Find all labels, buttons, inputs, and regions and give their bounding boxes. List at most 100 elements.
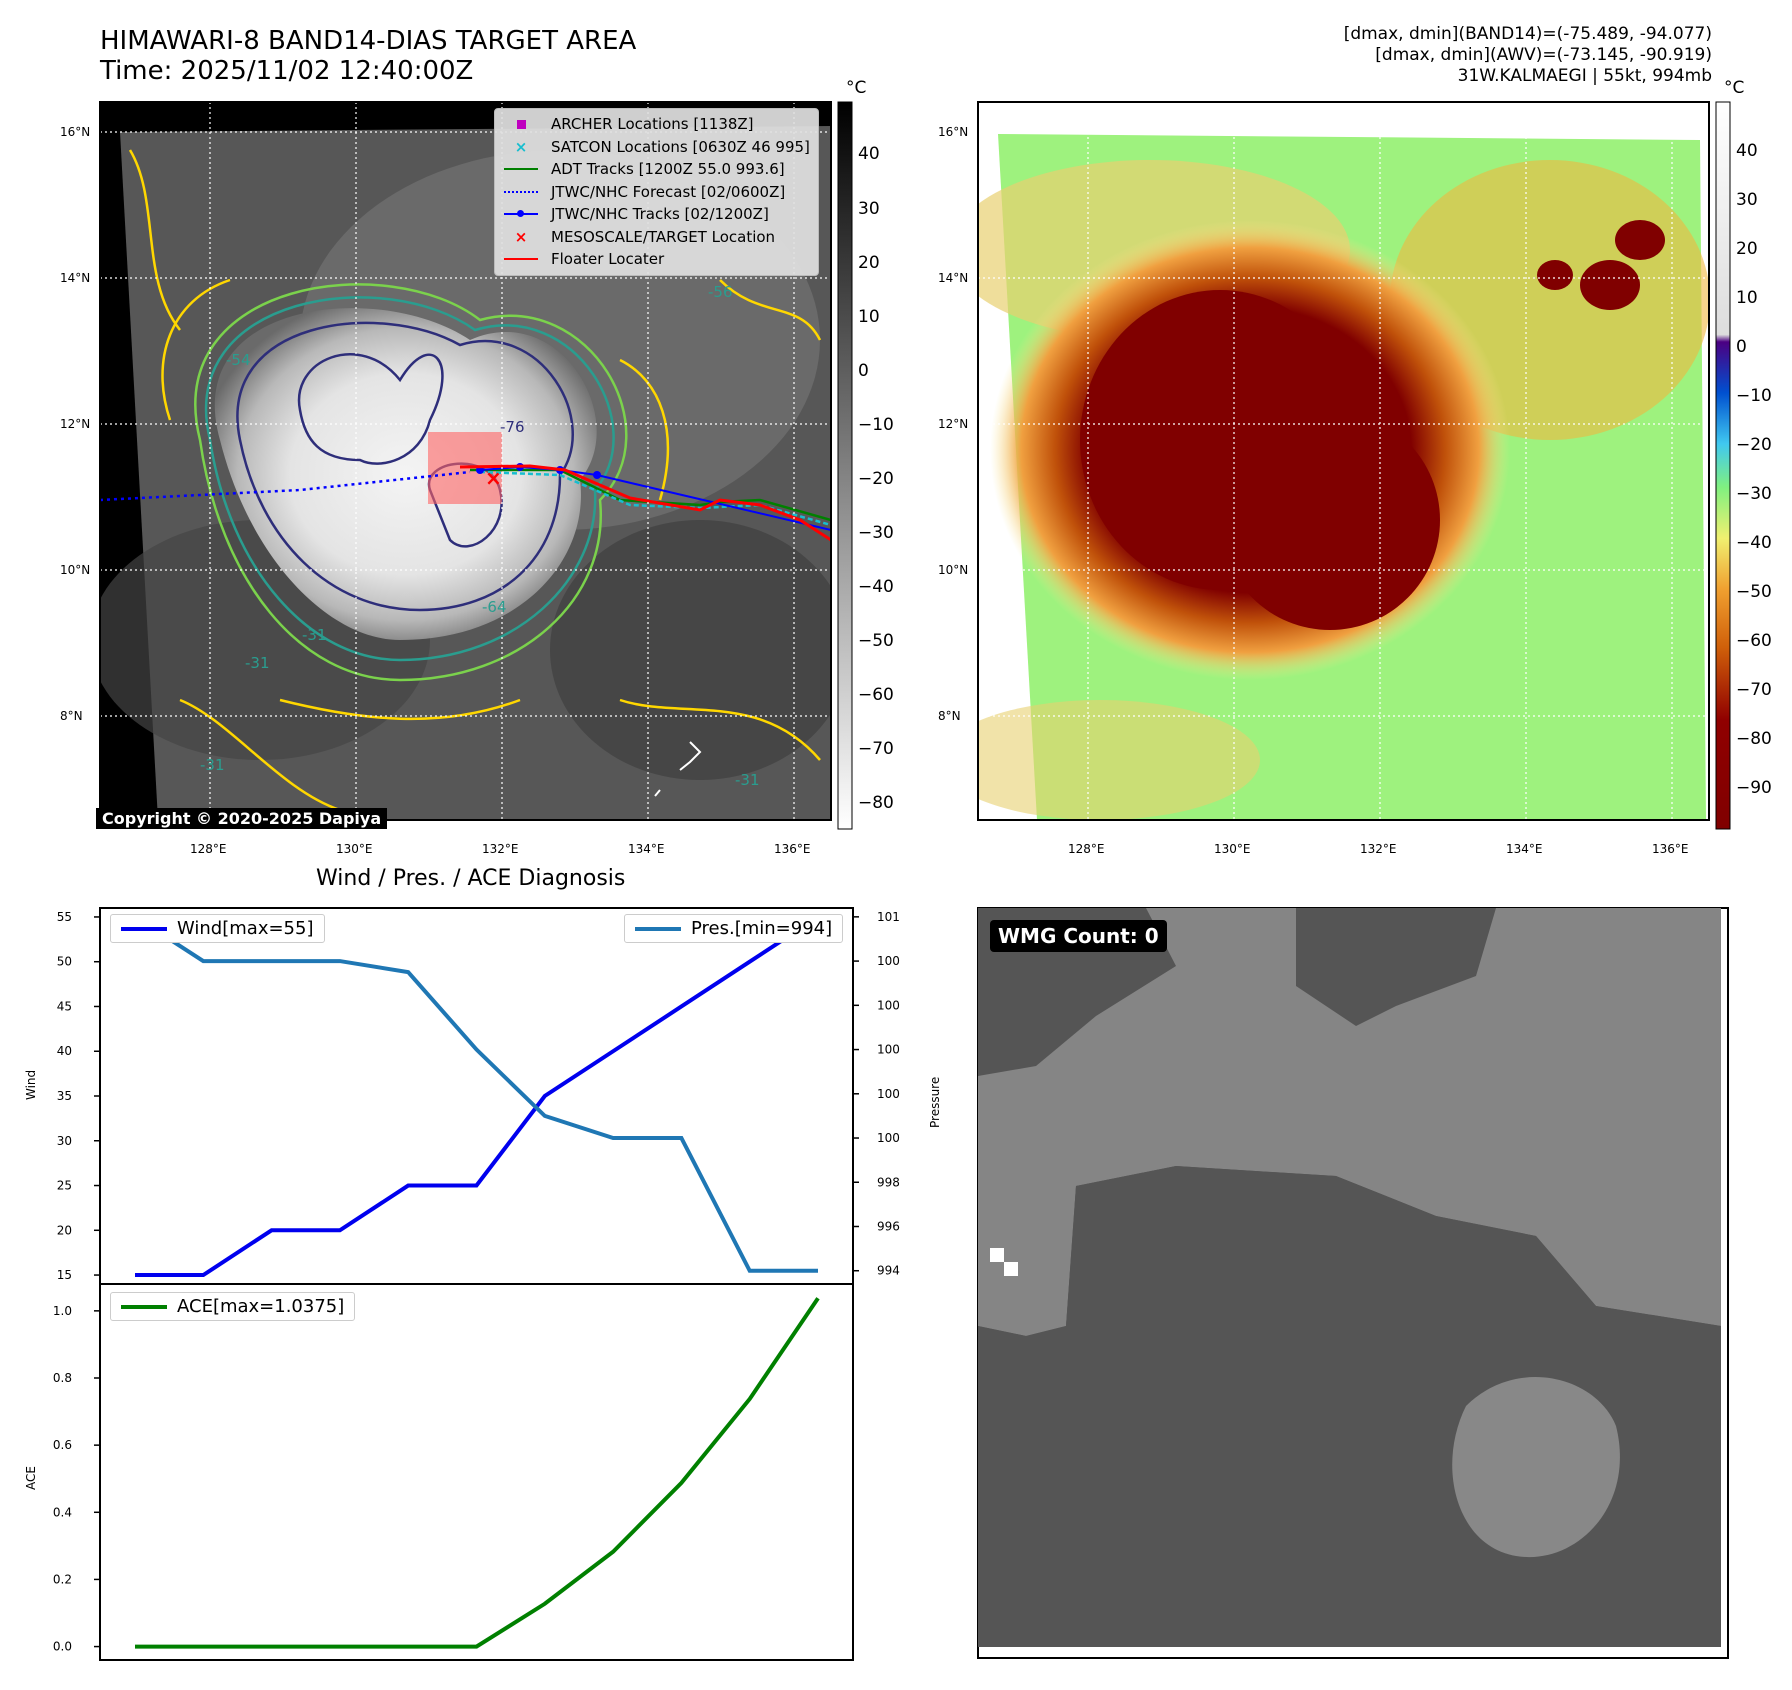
copyright-label: Copyright © 2020-2025 Dapiya — [96, 808, 388, 829]
ace-legend: ACE[max=1.0375] — [110, 1292, 356, 1321]
colorbar-tick: −80 — [858, 793, 894, 813]
contour-label: -64 — [482, 598, 507, 616]
legend-label: JTWC/NHC Forecast [02/0600Z] — [551, 182, 786, 201]
ace-axis-label: ACE — [24, 1466, 38, 1490]
ace-tick-label: 0.4 — [53, 1505, 72, 1519]
lon-tick: 130°E — [336, 842, 373, 856]
contour-label: -31 — [735, 771, 760, 789]
stats-band14: [dmax, dmin](BAND14)=(-75.489, -94.077) — [1343, 24, 1712, 44]
wind-pres-axes — [99, 907, 854, 1285]
colorbar-unit: °C — [846, 78, 867, 98]
pressure-axis-label: Pressure — [928, 1076, 942, 1128]
pressure-tick-label: 1006 — [877, 998, 900, 1012]
colorbar-tick: 10 — [858, 307, 880, 327]
lat-tick: 16°N — [938, 125, 969, 139]
lon-tick: 136°E — [1652, 842, 1689, 856]
colorbar-tick: −40 — [858, 577, 894, 597]
colorbar-tick: 20 — [858, 253, 880, 273]
colorbar-tick: −30 — [858, 523, 894, 543]
ace-axes — [99, 1283, 854, 1661]
stats-awv: [dmax, dmin](AWV)=(-73.145, -90.919) — [1375, 45, 1712, 65]
lat-tick: 8°N — [60, 709, 83, 723]
wind-tick-label: 15 — [57, 1268, 72, 1282]
colorbar-tick: 30 — [858, 199, 880, 219]
legend-label: ADT Tracks [1200Z 55.0 993.6] — [551, 160, 785, 178]
x-marker-icon: × — [514, 137, 528, 156]
pressure-line — [133, 915, 818, 1273]
figure-title: HIMAWARI-8 BAND14-DIAS TARGET AREA Time:… — [100, 26, 636, 86]
storm-cloud-shield — [214, 308, 597, 640]
colorbar-tick: −70 — [858, 739, 894, 759]
diagnosis-chart: 15 20 25 30 35 40 45 50 55 994 996 998 1000 1002 1004 1… — [53, 907, 900, 1661]
wind-tick-label: 30 — [57, 1134, 72, 1148]
lat-tick: 8°N — [938, 709, 961, 723]
dotted-line-icon — [504, 190, 538, 193]
storm-info: 31W.KALMAEGI | 55kt, 994mb — [1457, 66, 1712, 86]
wind-tick-label: 25 — [57, 1179, 72, 1193]
colorbar-tick: 40 — [858, 144, 880, 164]
colorbar-tick: −20 — [1736, 435, 1772, 455]
wmg-count-badge: WMG Count: 0 — [990, 920, 1167, 952]
wind-legend-label: Wind[max=55] — [177, 918, 314, 939]
colorbar-tick: −40 — [1736, 533, 1772, 553]
title-line-2: Time: 2025/11/02 12:40:00Z — [100, 56, 474, 86]
legend-label: ARCHER Locations [1138Z] — [551, 115, 754, 133]
ace-tick-label: 1.0 — [53, 1304, 72, 1318]
pressure-tick-label: 994 — [877, 1264, 900, 1278]
ace-tick-label: 0.0 — [53, 1640, 72, 1654]
colorbar-tick: −70 — [1736, 680, 1772, 700]
color-colorbar — [1715, 101, 1731, 830]
ace-tick-label: 0.6 — [53, 1438, 72, 1452]
lon-tick: 136°E — [774, 842, 811, 856]
colorbar-tick: −50 — [858, 631, 894, 651]
pressure-tick-label: 1002 — [877, 1087, 900, 1101]
colorbar-tick: −20 — [858, 469, 894, 489]
title-line-1: HIMAWARI-8 BAND14-DIAS TARGET AREA — [100, 26, 637, 56]
colorbar-tick: −30 — [1736, 484, 1772, 504]
wind-tick-label: 40 — [57, 1044, 72, 1058]
contour-label: -31 — [200, 756, 225, 774]
colorbar-tick: −10 — [858, 415, 894, 435]
colorbar-tick: −60 — [858, 685, 894, 705]
pressure-tick-label: 1008 — [877, 954, 900, 968]
colorbar-tick: 30 — [1736, 190, 1758, 210]
legend-label: JTWC/NHC Tracks [02/1200Z] — [551, 205, 769, 223]
wind-tick-label: 20 — [57, 1223, 72, 1237]
lat-tick: 14°N — [938, 271, 969, 285]
ace-legend-label: ACE[max=1.0375] — [177, 1296, 345, 1317]
wind-tick-label: 50 — [57, 955, 72, 969]
lat-tick: 10°N — [60, 563, 91, 577]
contour-label: -56 — [708, 283, 733, 301]
header-stats: [dmax, dmin](BAND14)=(-75.489, -94.077) … — [1344, 24, 1712, 87]
lon-tick: 132°E — [1360, 842, 1397, 856]
legend-entry: JTWC/NHC Forecast [02/0600Z] — [503, 181, 810, 204]
pressure-tick-label: 998 — [877, 1175, 900, 1189]
wind-tick-label: 45 — [57, 999, 72, 1013]
x-marker-icon: × — [514, 227, 528, 246]
colorbar-tick: −90 — [1736, 778, 1772, 798]
contour-label: -54 — [226, 351, 251, 369]
colorbar-tick: −50 — [1736, 582, 1772, 602]
ace-tick-label: 0.8 — [53, 1371, 72, 1385]
ace-line — [135, 1297, 820, 1649]
wind-legend: Wind[max=55] — [110, 914, 325, 943]
wind-line — [135, 915, 820, 1278]
legend-entry: Floater Locater — [503, 248, 810, 271]
ace-line-icon — [121, 1304, 167, 1309]
contour-label: -31 — [302, 626, 327, 644]
colorbar-tick: 40 — [1736, 141, 1758, 161]
line-icon — [504, 258, 538, 261]
pressure-tick-label: 1004 — [877, 1043, 900, 1057]
ace-tick-label: 0.2 — [53, 1572, 72, 1586]
pressure-legend: Pres.[min=994] — [624, 914, 844, 943]
colorbar-tick: 10 — [1736, 288, 1758, 308]
colorbar-tick: 20 — [1736, 239, 1758, 259]
legend-entry: × SATCON Locations [0630Z 46 995] — [503, 136, 810, 159]
wind-line-icon — [121, 926, 167, 931]
ir-colorbar — [837, 101, 853, 830]
contour-label: -76 — [500, 418, 525, 436]
lat-tick: 10°N — [938, 563, 969, 577]
colorbar-tick: 0 — [1736, 337, 1747, 357]
wmg-panel — [977, 907, 1729, 1659]
lon-tick: 128°E — [1068, 842, 1105, 856]
